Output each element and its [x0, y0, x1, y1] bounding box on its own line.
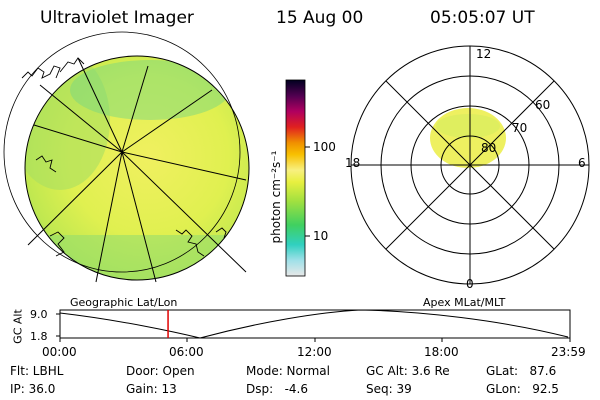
- geographic-grid: [3, 31, 250, 283]
- info-ip: IP: 36.0: [10, 382, 56, 396]
- coastlines: [21, 57, 227, 257]
- altitude-xtick-0000: 00:00: [42, 345, 77, 359]
- altitude-ytick-1-8: 1.8: [30, 330, 48, 343]
- lat-label-80: 80: [481, 141, 497, 155]
- altitude-xtick-1200: 12:00: [297, 345, 332, 359]
- colorbar-tick-10: 10: [313, 229, 329, 243]
- mlt-label-18: 18: [345, 156, 361, 170]
- info-glon: GLon: 92.5: [486, 382, 559, 396]
- altitude-ylabel: GC Alt: [11, 309, 25, 344]
- info-glat: GLat: 87.6: [486, 364, 557, 378]
- altitude-xtick-1800: 18:00: [424, 345, 459, 359]
- altitude-right-title: Apex MLat/MLT: [423, 296, 506, 309]
- colorbar-label: photon cm⁻²s⁻¹: [269, 150, 283, 244]
- altitude-plot: [56, 309, 571, 342]
- info-flt: Flt: LBHL: [10, 364, 64, 378]
- info-gcalt: GC Alt: 3.6 Re: [366, 364, 450, 378]
- info-door: Door: Open: [126, 364, 195, 378]
- auroral-oval: [430, 108, 506, 168]
- altitude-left-title: Geographic Lat/Lon: [70, 296, 178, 309]
- lat-label-60: 60: [535, 98, 551, 112]
- altitude-xtick-2359: 23:59: [551, 345, 586, 359]
- info-gain: Gain: 13: [126, 382, 177, 396]
- altitude-ytick-9: 9.0: [30, 308, 48, 321]
- colorbar: [285, 79, 306, 277]
- mlt-label-0: 0: [466, 277, 474, 291]
- app-title: Ultraviolet Imager: [40, 8, 194, 28]
- lat-label-70: 70: [512, 121, 528, 135]
- altitude-xtick-0600: 06:00: [169, 345, 204, 359]
- time-label: 05:05:07 UT: [430, 8, 535, 28]
- date-label: 15 Aug 00: [276, 8, 364, 28]
- mlt-label-12: 12: [476, 47, 492, 61]
- polar-plot: [350, 45, 590, 285]
- earth-disk: [25, 56, 249, 280]
- mlt-label-6: 6: [578, 156, 586, 170]
- altitude-curve: [59, 309, 569, 339]
- info-seq: Seq: 39: [366, 382, 412, 396]
- info-mode: Mode: Normal: [246, 364, 330, 378]
- colorbar-tick-100: 100: [313, 140, 336, 154]
- info-dsp: Dsp: -4.6: [246, 382, 309, 396]
